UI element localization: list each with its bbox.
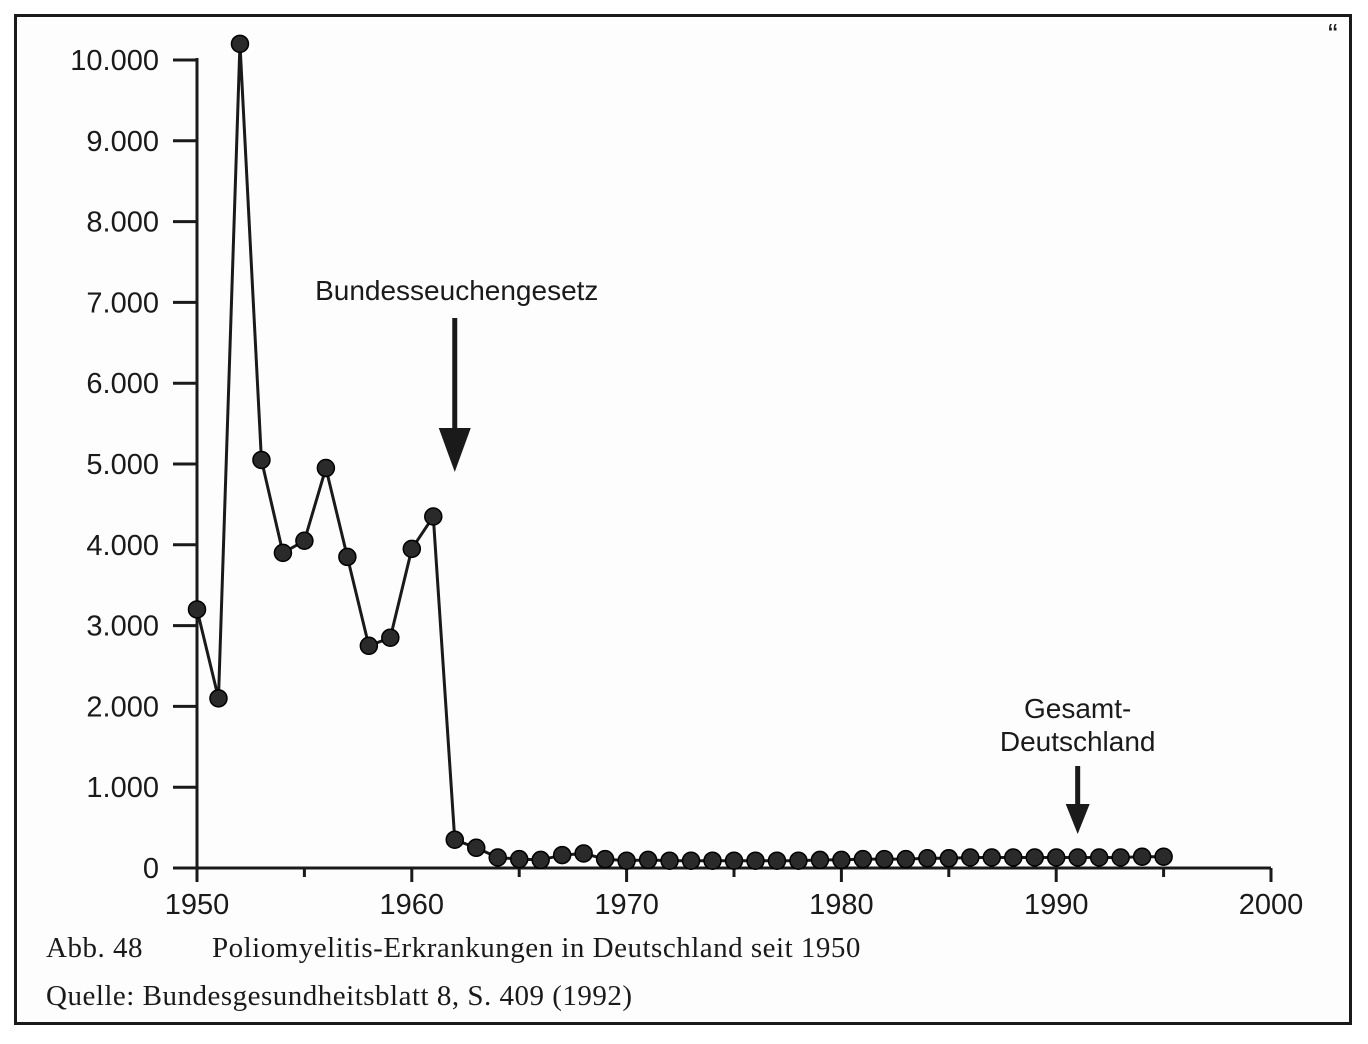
data-point [209,689,228,708]
data-point [230,34,250,54]
data-point [638,850,658,870]
data-point [574,844,593,863]
data-point [1068,848,1087,867]
y-axis: 0 1.000 2.000 3.000 4.000 5.000 6.000 7.000 8.00… [70,45,199,885]
data-point [918,849,937,868]
y-tick-label: 9.000 [86,126,159,158]
series-layer [187,34,1173,870]
figure-number: Abb. 48 [46,932,143,964]
y-tick-label: 1.000 [86,772,159,804]
data-point [488,848,507,867]
data-point [509,849,529,869]
data-point [875,849,894,869]
y-tick-label: 4.000 [86,530,159,562]
y-tick-label: 5.000 [86,449,159,481]
data-point [853,849,873,869]
figure-caption-text: Poliomyelitis-Erkrankungen in Deutschlan… [212,932,861,964]
data-point [316,458,336,478]
data-point [424,507,443,526]
data-point [896,849,916,869]
annotation-bundesseuchengesetz: Bundesseuchengesetz [315,275,598,306]
y-tick-label: 6.000 [86,368,159,400]
x-tick-label: 2000 [1239,889,1304,921]
data-point [187,600,207,619]
data-point [939,849,959,868]
x-tick-label: 1980 [809,889,874,921]
arrow-down-icon [1065,804,1090,834]
data-point [724,851,744,870]
y-tick-label: 3.000 [86,611,159,643]
data-point [381,628,400,647]
data-point [810,850,830,870]
x-tick-label: 1990 [1024,889,1089,921]
data-point [789,851,808,870]
figure-source: Quelle: Bundesgesundheitsblatt 8, S. 409… [46,980,633,1012]
series-line [195,42,1164,863]
data-point [1132,847,1152,866]
y-tick-label: 2.000 [86,691,159,723]
annotation-gesamt-deutschland-line: Deutschland [1000,726,1156,757]
annotations-layer: Bundesseuchengesetz Gesamt-Deutschland [315,275,1156,834]
corner-mark: “ [1328,19,1338,51]
y-tick-label: 8.000 [86,207,159,239]
x-axis: 1950 1960 1970 1980 1990 2000 [165,866,1304,921]
data-point [595,849,615,869]
data-point [552,845,572,865]
data-point [1046,848,1066,867]
annotation-gesamt-deutschland-line: Gesamt- [1024,693,1131,724]
data-point [466,838,486,858]
x-tick-label: 1970 [594,889,659,921]
data-point [617,851,636,870]
data-point [402,539,422,559]
data-point [273,543,293,563]
data-point [1111,848,1130,867]
data-point [703,851,722,870]
data-point [338,547,357,567]
y-tick-label: 7.000 [86,287,159,319]
x-tick-label: 1950 [165,889,230,921]
data-point [681,851,701,870]
data-point [1025,848,1044,867]
data-point [982,848,1002,867]
data-point [832,850,851,870]
data-point [767,851,787,870]
data-point [359,636,379,656]
data-point [961,848,980,867]
data-point [746,851,765,870]
data-point [1003,848,1023,867]
x-tick-label: 1960 [380,889,445,921]
data-point [531,850,550,870]
y-tick-label: 10.000 [70,45,159,77]
data-point [445,830,465,849]
data-point [1089,848,1109,867]
data-point [1154,847,1173,866]
data-point [252,450,271,470]
figure-caption: Abb. 48 Poliomyelitis-Erkrankungen in Deu… [46,932,861,965]
data-point [295,531,314,551]
arrow-down-icon [438,428,471,472]
y-tick-label: 0 [143,853,159,885]
data-point [660,851,679,870]
